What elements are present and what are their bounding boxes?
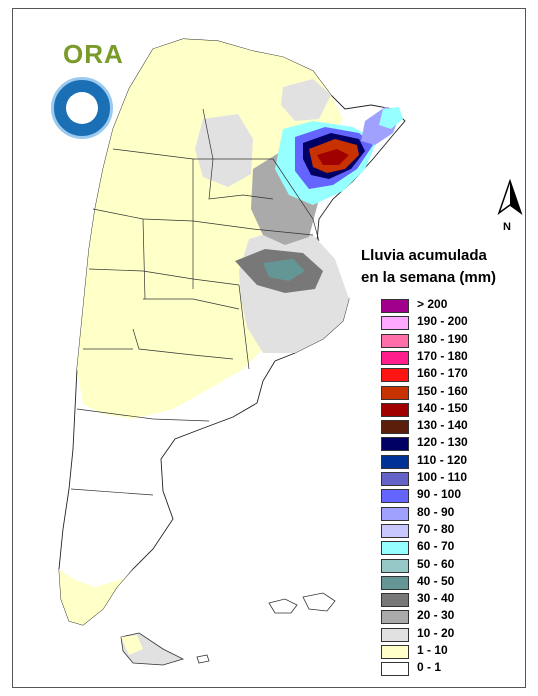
ora-logo: ORA <box>63 39 124 69</box>
province-borders <box>70 108 320 496</box>
legend-label: 190 - 200 <box>417 314 468 329</box>
legend-label: 10 - 20 <box>417 625 455 640</box>
legend-item: 50 - 60 <box>381 557 538 573</box>
legend-item: 60 - 70 <box>381 539 538 556</box>
legend-swatch <box>381 558 409 573</box>
legend-swatch <box>381 610 409 625</box>
legend-label: 80 - 90 <box>417 504 455 519</box>
legend-swatch <box>381 437 409 452</box>
legend-item: 20 - 30 <box>381 608 538 625</box>
north-label: N <box>503 221 511 233</box>
legend-label: 170 - 180 <box>417 348 468 363</box>
legend-swatch <box>381 454 409 469</box>
map-frame: ORA N Lluvia acumulada en la semana (mm)… <box>12 8 526 688</box>
rain-zone-140-150 <box>317 149 349 165</box>
smn-seal-icon <box>51 77 113 139</box>
legend-swatch <box>381 523 409 538</box>
legend-item: 150 - 160 <box>381 384 538 400</box>
legend-label: 20 - 30 <box>417 608 455 623</box>
legend-swatch <box>381 350 409 365</box>
legend-item: 160 - 170 <box>381 366 538 383</box>
legend-label: 130 - 140 <box>417 418 468 433</box>
rain-zone-10-20-ne <box>281 79 331 121</box>
legend-item: 1 - 10 <box>381 643 538 659</box>
legend-label: 140 - 150 <box>417 400 468 415</box>
rain-zone-10-20-north <box>195 114 253 187</box>
legend-label: 150 - 160 <box>417 383 468 398</box>
rain-zone-1-10-south <box>59 569 133 625</box>
rainfall-map <box>58 38 406 666</box>
legend-item: 140 - 150 <box>381 401 538 417</box>
legend-swatch <box>381 541 409 556</box>
legend-item: 70 - 80 <box>381 522 538 538</box>
tierra-del-fuego-yellow <box>121 635 143 655</box>
legend-item: 10 - 20 <box>381 626 538 642</box>
north-arrow-icon <box>497 179 523 216</box>
legend-label: 100 - 110 <box>417 470 468 484</box>
legend-swatch <box>381 593 409 608</box>
legend-swatch <box>381 385 409 400</box>
legend-label: 60 - 70 <box>417 539 455 554</box>
legend-swatch <box>381 402 409 417</box>
legend-item: 90 - 100 <box>381 487 538 504</box>
legend-title: Lluvia acumulada en la semana (mm) <box>361 245 496 289</box>
legend-swatch <box>381 368 409 383</box>
legend-item: 130 - 140 <box>381 418 538 435</box>
legend-item: 40 - 50 <box>381 574 538 590</box>
legend-item: 110 - 120 <box>381 453 538 469</box>
legend-label: 1 - 10 <box>417 643 448 657</box>
legend-label: 110 - 120 <box>417 452 468 467</box>
legend-label: 120 - 130 <box>417 435 468 450</box>
legend-label: 50 - 60 <box>417 556 455 571</box>
legend-item: 80 - 90 <box>381 505 538 521</box>
legend-swatch <box>381 420 409 435</box>
legend-swatch <box>381 627 409 642</box>
legend-label: 30 - 40 <box>417 591 455 606</box>
legend-item: 180 - 190 <box>381 332 538 348</box>
legend-item: > 200 <box>381 297 538 313</box>
legend-label: 40 - 50 <box>417 573 455 588</box>
legend-item: 30 - 40 <box>381 591 538 608</box>
legend-label: 160 - 170 <box>417 366 468 381</box>
legend-swatch <box>381 662 409 677</box>
legend-item: 100 - 110 <box>381 470 538 486</box>
legend-item: 170 - 180 <box>381 349 538 365</box>
legend-item: 120 - 130 <box>381 435 538 452</box>
legend-label: 70 - 80 <box>417 521 455 536</box>
legend-swatch <box>381 333 409 348</box>
legend-swatch <box>381 645 409 659</box>
legend-title-line1: Lluvia acumulada <box>361 247 487 264</box>
legend-swatch <box>381 316 409 331</box>
legend-label: > 200 <box>417 297 448 311</box>
legend-swatch <box>381 506 409 521</box>
legend-label: 90 - 100 <box>417 487 462 502</box>
legend-item: 190 - 200 <box>381 314 538 331</box>
rain-zone-40-50 <box>263 259 305 281</box>
legend-label: 180 - 190 <box>417 331 468 346</box>
legend-item: 0 - 1 <box>381 660 538 677</box>
legend-title-line2: en la semana (mm) <box>361 269 497 286</box>
seal-center <box>66 92 98 124</box>
legend-swatch <box>381 472 409 486</box>
legend-swatch <box>381 299 409 313</box>
rain-zone-60-70-misiones <box>379 107 403 129</box>
legend-swatch <box>381 575 409 590</box>
malvinas-islands <box>268 592 336 614</box>
legend-swatch <box>381 489 409 504</box>
small-island <box>196 654 210 664</box>
legend-label: 0 - 1 <box>417 660 442 675</box>
